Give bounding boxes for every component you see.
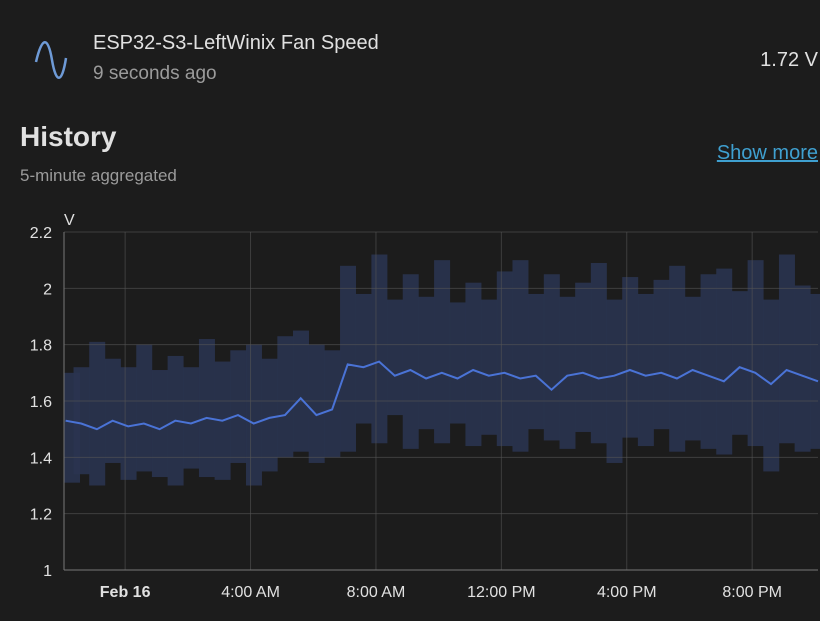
sensor-icon [34,41,68,79]
min-max-band [324,350,341,458]
section-subtitle: 5-minute aggregated [20,166,177,185]
min-max-band [151,370,168,478]
y-tick-label: 1.4 [30,450,52,467]
min-max-band [637,293,654,447]
min-max-band [559,296,576,449]
y-tick-label: 1.2 [30,507,52,524]
min-max-band [449,302,466,424]
min-max-band [810,293,820,449]
min-max-band [731,291,748,435]
min-max-band [277,336,294,458]
x-tick-label: 12:00 PM [467,584,535,601]
y-tick-label: 2 [43,281,52,298]
min-max-band [355,293,372,424]
entity-name: ESP32-S3-LeftWinix Fan Speed [93,32,379,54]
min-max-band [387,299,404,416]
min-max-band [434,260,451,444]
min-max-band [512,260,529,452]
entity-state: 1.72 V [760,49,818,71]
min-max-band [684,296,701,441]
min-max-band [402,274,419,449]
min-max-band [89,341,106,486]
min-max-band [136,344,153,472]
min-max-band [120,367,137,480]
min-max-band [418,296,435,430]
min-max-band [230,350,247,463]
min-max-band [575,282,592,432]
plot: 1 1.2 1.4 1.6 1.8 2 2.2 Feb 16 4:00 AM 8:00 AM 12:… [30,225,820,601]
section-title: History [20,121,117,152]
min-max-band [763,299,780,472]
min-max-band [716,268,733,455]
min-max-band [198,339,215,478]
min-max-band [481,299,498,435]
min-max-band [465,282,482,447]
min-max-band [653,279,670,430]
y-tick-label: 1 [43,563,52,580]
min-max-band [669,265,686,452]
y-tick-label: 1.8 [30,338,52,355]
x-tick-label: 4:00 PM [597,584,657,601]
min-max-band [183,367,200,469]
x-tick-label: 4:00 AM [221,584,280,601]
min-max-band [73,367,90,475]
show-more-link[interactable]: Show more [717,142,818,164]
min-max-band [245,344,262,486]
min-max-band [371,254,388,444]
y-axis-unit: V [64,212,75,229]
last-updated: 9 seconds ago [93,63,217,84]
min-max-band [747,260,764,447]
mean-line [65,360,819,431]
min-max-band [293,330,309,452]
min-max-band [308,344,325,463]
min-max-band [340,265,357,452]
min-max-band [528,293,545,430]
min-max-band [700,274,717,449]
min-max-band [590,262,607,444]
min-max-band [496,271,513,447]
min-max-band [261,358,278,472]
x-tick-label: 8:00 AM [347,584,406,601]
min-max-band [622,277,639,438]
min-max-band [794,285,811,452]
y-tick-label: 2.2 [30,225,52,242]
y-tick-label: 1.6 [30,394,52,411]
min-max-band [104,358,121,463]
min-max-band [606,299,623,463]
min-max-band [778,254,795,444]
min-max-band [543,274,560,441]
x-tick-label: Feb 16 [100,584,151,601]
x-tick-label: 8:00 PM [722,584,782,601]
